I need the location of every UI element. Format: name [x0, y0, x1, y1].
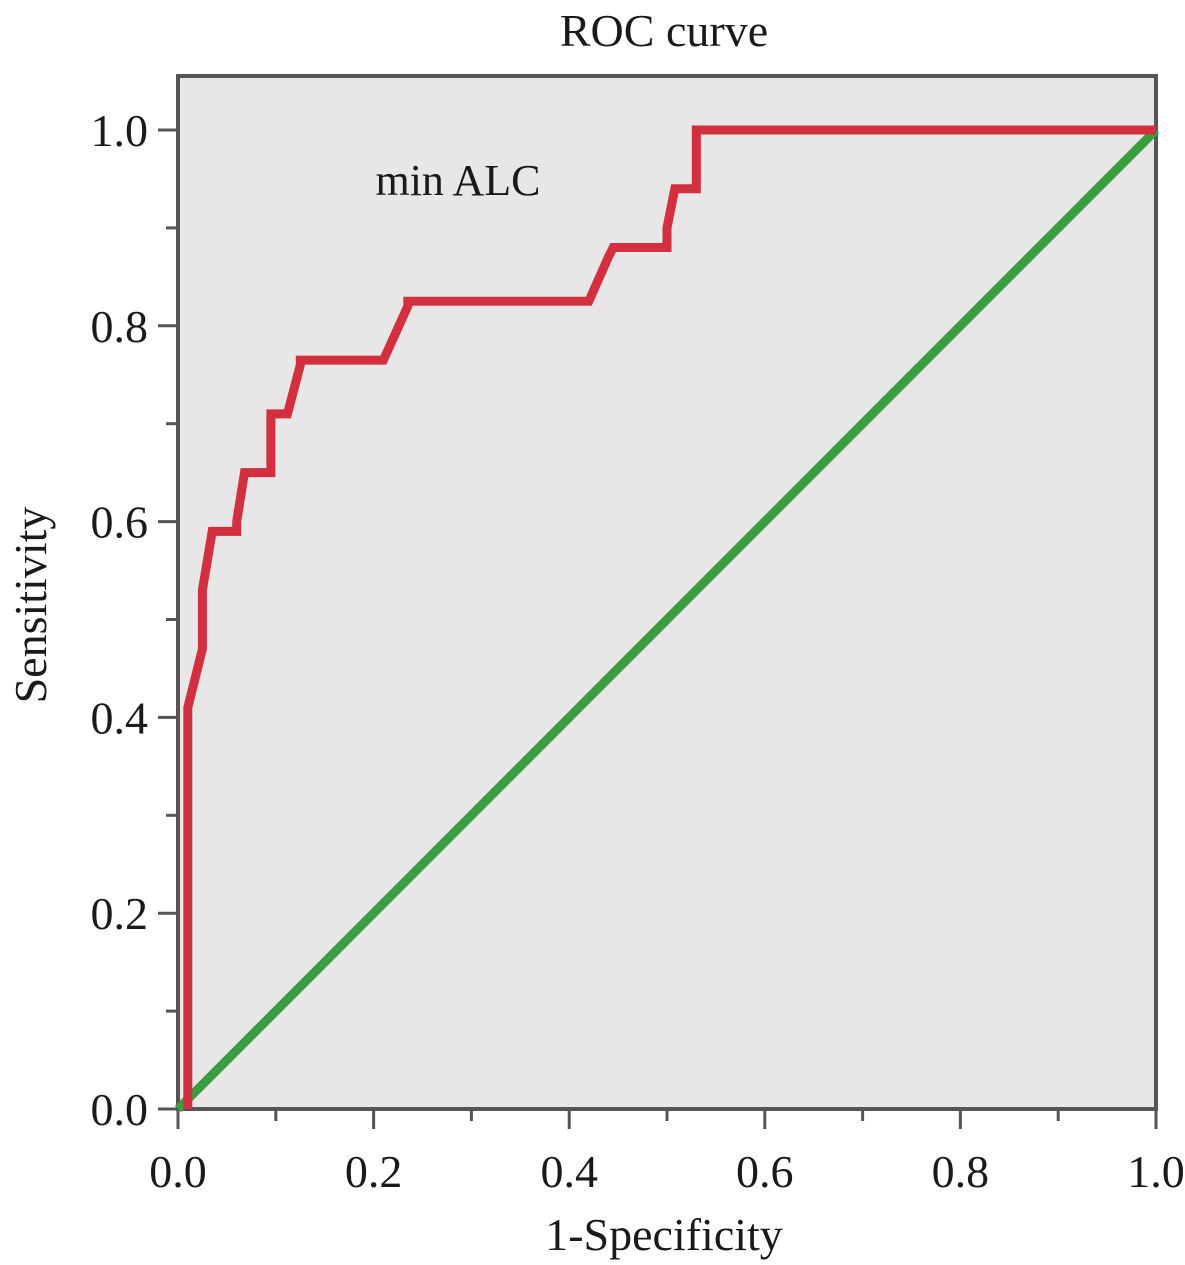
x-axis-label: 1-Specificity	[545, 1209, 783, 1260]
curve-annotation: min ALC	[375, 156, 540, 205]
y-tick-label: 1.0	[91, 105, 149, 156]
y-tick-label: 0.6	[91, 497, 149, 548]
x-tick-label: 0.2	[345, 1146, 403, 1197]
chart-title: ROC curve	[560, 5, 768, 56]
x-axis-ticks: 0.0 0.2 0.4 0.6 0.8 1.0	[149, 1109, 1185, 1197]
x-tick-label: 0.4	[540, 1146, 598, 1197]
y-axis-label: Sensitivity	[5, 507, 56, 704]
y-tick-label: 0.4	[91, 692, 149, 743]
x-tick-label: 0.6	[736, 1146, 794, 1197]
y-tick-label: 0.2	[91, 888, 149, 939]
x-tick-label: 0.0	[149, 1146, 207, 1197]
x-tick-label: 1.0	[1127, 1146, 1185, 1197]
y-tick-label: 0.8	[91, 301, 149, 352]
y-tick-label: 0.0	[91, 1084, 149, 1135]
series-layer	[174, 125, 1160, 1113]
roc-curve-line	[183, 125, 1156, 1109]
reference-diagonal-line	[174, 126, 1160, 1113]
x-tick-label: 0.8	[932, 1146, 990, 1197]
y-axis-ticks: 0.0 0.2 0.4 0.6 0.8 1.0	[91, 105, 178, 1135]
